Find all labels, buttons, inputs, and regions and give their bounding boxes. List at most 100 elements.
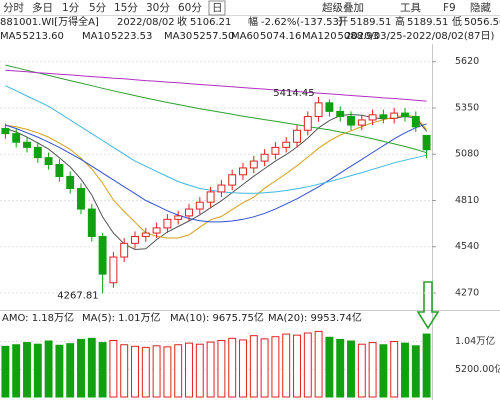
toolbar-button[interactable]: 30分 xyxy=(146,2,170,14)
volume-bar xyxy=(336,338,345,398)
y-tick-label: 5620 xyxy=(455,56,479,67)
candle-body xyxy=(422,134,431,151)
candle-body xyxy=(109,256,118,284)
y-tick-label: 4270 xyxy=(455,288,479,299)
volume-bar xyxy=(195,343,204,398)
volume-bar xyxy=(282,333,291,398)
legend-value: 5257.50 xyxy=(193,31,234,42)
candle-body xyxy=(249,160,258,169)
candle-body xyxy=(44,157,53,166)
toolbar-button[interactable]: 分时 xyxy=(3,2,24,14)
date-range: 2020/03/25-2022/08/02(87日) xyxy=(345,31,495,42)
volume-bar xyxy=(217,339,226,398)
candle-body xyxy=(87,208,96,237)
toolbar-button[interactable]: 超级叠加 xyxy=(322,1,364,14)
volume-bar xyxy=(55,344,64,398)
candle-body xyxy=(336,110,345,118)
header-field: 5106.21 xyxy=(190,17,231,28)
toolbar-button[interactable]: F9 xyxy=(443,2,456,14)
candle-body xyxy=(368,114,377,121)
volume-bar xyxy=(390,341,399,398)
volume-bar xyxy=(33,343,42,398)
volume-legend: MA(20): 9953.74亿 xyxy=(268,311,362,324)
y-tick-label: 4810 xyxy=(455,195,479,206)
ma-line xyxy=(5,114,427,239)
volume-bar xyxy=(249,335,258,398)
volume-bar xyxy=(152,345,161,398)
legend-value: 5213.60 xyxy=(23,31,64,42)
volume-bar xyxy=(314,330,323,398)
ma-line xyxy=(5,113,427,251)
y-tick-label: 5350 xyxy=(455,102,479,113)
volume-bar xyxy=(12,344,21,398)
volume-bar xyxy=(368,342,377,398)
candle-body xyxy=(195,201,204,210)
candle-body xyxy=(357,119,366,126)
toolbar-button[interactable]: 日 xyxy=(212,2,223,14)
toolbar-button[interactable]: 15分 xyxy=(114,2,138,14)
volume-bar xyxy=(347,340,355,398)
header-field: 5056.50 xyxy=(464,17,500,28)
candle-body xyxy=(411,116,420,128)
volume-bar xyxy=(422,333,431,398)
arrow-marker xyxy=(416,281,440,330)
header-field: -2.62%(-137.53) xyxy=(261,17,343,28)
volume-legend: MA(10): 9675.75亿 xyxy=(170,311,264,324)
candle-body xyxy=(217,184,226,193)
candle-body xyxy=(131,235,139,244)
candle-body xyxy=(271,146,280,155)
legend-name: MA30 xyxy=(164,31,192,42)
ma-line xyxy=(5,69,427,102)
volume-bar xyxy=(379,344,388,398)
toolbar-button[interactable]: 多日 xyxy=(32,1,53,14)
candle-body xyxy=(174,215,183,220)
volume-legend: MA(5): 1.01万亿 xyxy=(82,311,160,324)
header-field: 收 xyxy=(177,15,187,28)
legend-name: MA120 xyxy=(302,31,337,42)
volume-bar xyxy=(141,346,150,398)
ma-line xyxy=(5,64,427,154)
low-label: 4267.81 xyxy=(57,290,98,301)
candle-body xyxy=(98,235,107,275)
volume-bar xyxy=(411,345,420,398)
toolbar-button[interactable]: 工具 xyxy=(400,2,421,14)
volume-bar xyxy=(357,343,366,398)
volume-bar xyxy=(271,336,280,398)
header-field: 高 xyxy=(395,15,405,28)
header-field: 低 xyxy=(452,15,462,28)
header-field: 5189.51 xyxy=(407,17,448,28)
ma-line xyxy=(5,85,427,194)
candle-body xyxy=(206,191,215,203)
volume-bar xyxy=(185,342,193,398)
toolbar-button[interactable]: 5分 xyxy=(89,2,107,14)
candle-body xyxy=(120,242,129,258)
candle-body xyxy=(33,146,42,159)
volume-bar xyxy=(206,341,215,398)
volume-bar xyxy=(228,337,237,398)
volume-bar xyxy=(239,339,247,398)
candle-body xyxy=(239,167,247,176)
candle-body xyxy=(152,227,161,234)
candle-body xyxy=(228,174,237,186)
volume-bar xyxy=(325,336,334,398)
volume-bar xyxy=(260,338,269,398)
candle-body xyxy=(347,116,355,126)
volume-bar xyxy=(303,332,312,398)
toolbar-button[interactable]: 隐藏 xyxy=(470,2,491,14)
header-field: 幅 xyxy=(248,15,258,28)
header-field: 881001.WI[万得全A] xyxy=(0,15,99,28)
candle-body xyxy=(390,112,399,119)
ma-line xyxy=(5,123,427,223)
volume-legend: AMO: 1.18万亿 xyxy=(2,311,74,324)
candle-body xyxy=(77,187,85,210)
volume-bar xyxy=(293,334,301,398)
legend-name: MA10 xyxy=(82,31,110,42)
candle-body xyxy=(303,116,312,131)
volume-bar xyxy=(23,342,31,398)
candle-body xyxy=(23,141,31,148)
candle-body xyxy=(1,128,10,135)
toolbar-button[interactable]: 1分 xyxy=(62,2,80,14)
toolbar-button[interactable]: 60分 xyxy=(178,2,202,14)
